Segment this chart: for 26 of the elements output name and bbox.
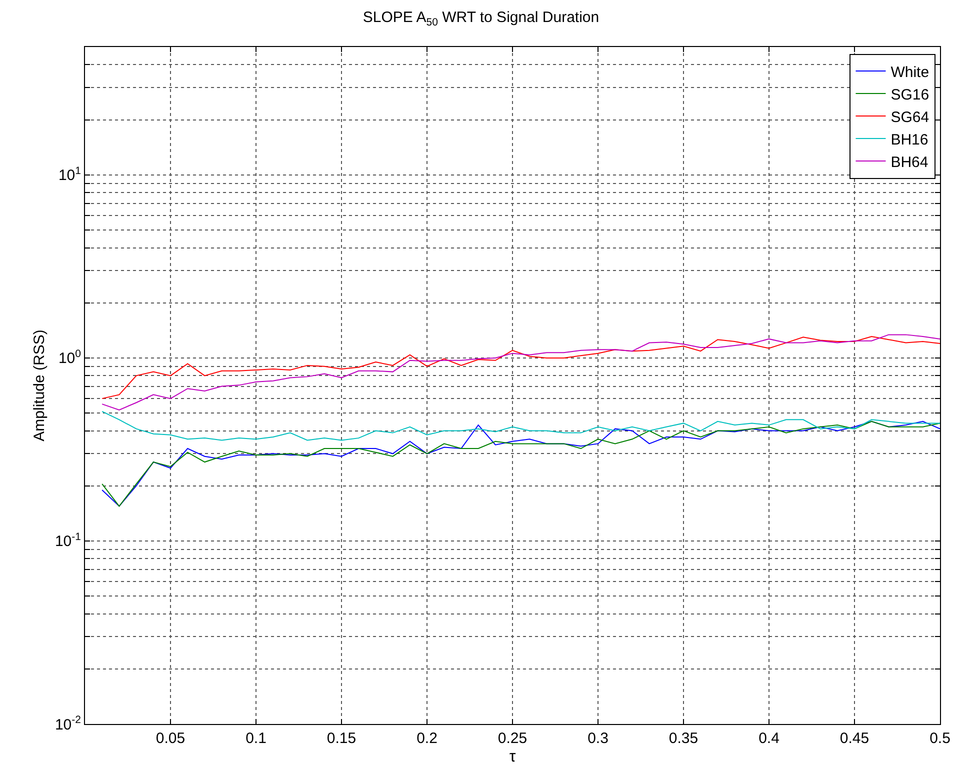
x-tick-label: 0.1 [246,730,266,747]
y-tick-label: 10$^{-2}$ [54,714,82,734]
x-tick-label: 0.35 [668,730,698,747]
y-tick-label: 10$^{1}$ [58,164,82,184]
legend-label: White [890,64,930,81]
line-series [102,334,940,410]
x-tick-label: 0.2 [416,730,438,747]
line-series [102,410,940,441]
x-tick-label: 0.45 [840,730,870,747]
y-tick-label: 10$^{0}$ [58,348,82,368]
line-series [102,336,940,400]
x-tick-label: 0.4 [758,730,780,747]
x-tick-label: 0.05 [156,730,186,747]
x-tick-label: 0.25 [498,730,528,747]
chart-title: SLOPE A$_{50}$ WRT to Signal Duration [362,9,600,28]
x-tick-label: 0.5 [930,730,950,747]
y-axis-title: Amplitude (RSS) [31,330,48,442]
legend-label: SG16 [890,86,930,104]
legend-label: BH64 [890,154,928,171]
x-axis-title: τ [509,748,516,766]
x-tick-label: 0.15 [326,730,356,747]
y-tick-label: 10$^{-1}$ [54,530,82,550]
line-series [102,420,940,507]
legend-label: SG64 [890,108,930,126]
legend-label: BH16 [890,131,928,148]
x-tick-label: 0.3 [588,730,608,747]
